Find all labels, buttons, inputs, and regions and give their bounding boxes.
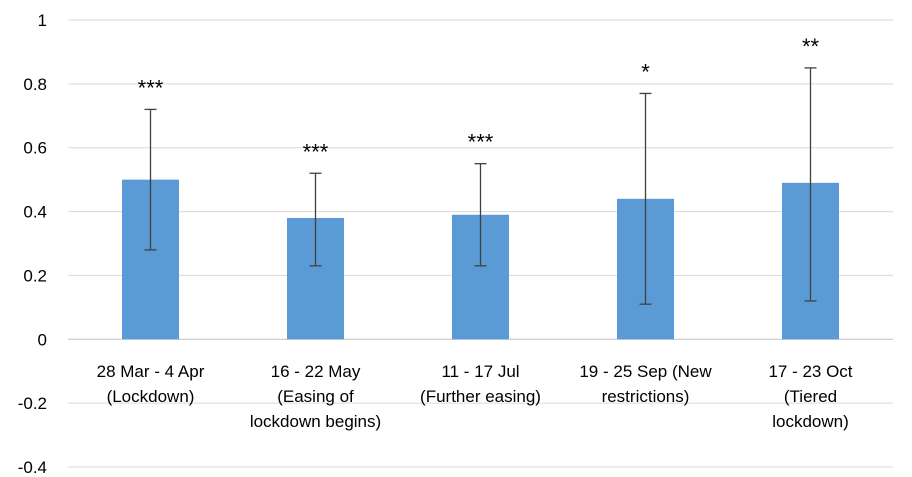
- x-category-label: lockdown begins): [250, 412, 381, 431]
- error-bars: [144, 67, 817, 305]
- x-category-label: (Easing of: [277, 387, 354, 406]
- y-tick-label: 0.2: [23, 266, 47, 285]
- x-category-label: 28 Mar - 4 Apr: [97, 362, 205, 381]
- y-tick-label: -0.4: [18, 458, 47, 477]
- x-category-label: 11 - 17 Jul: [441, 362, 519, 381]
- bars: [122, 179, 839, 340]
- x-category-label: lockdown): [772, 412, 849, 431]
- significance-markers: ****** ******: [138, 34, 820, 164]
- y-axis-ticks: 1 0.8 0.6 0.4 0.2 0 -0.2 -0.4: [18, 11, 47, 477]
- x-category-label: 19 - 25 Sep (New: [579, 362, 712, 381]
- x-category-label: (Further easing): [420, 387, 541, 406]
- y-tick-label: 0.8: [23, 75, 47, 94]
- y-tick-label: 0.6: [23, 139, 47, 158]
- y-tick-label: 1: [38, 11, 47, 30]
- significance-marker: ***: [468, 130, 494, 155]
- x-category-label: (Tiered: [784, 387, 837, 406]
- significance-marker: ***: [303, 139, 329, 164]
- x-category-label: 17 - 23 Oct: [768, 362, 852, 381]
- x-axis-categories: 28 Mar - 4 Apr (Lockdown) 16 - 22 May (Easi…: [97, 362, 853, 431]
- significance-marker: **: [802, 34, 820, 59]
- y-tick-label: 0.4: [23, 203, 47, 222]
- x-category-label: (Lockdown): [107, 387, 195, 406]
- x-category-label: 16 - 22 May: [271, 362, 361, 381]
- x-category-label: restrictions): [602, 387, 690, 406]
- significance-marker: *: [641, 59, 650, 84]
- y-tick-label: -0.2: [18, 394, 47, 413]
- significance-marker: ***: [138, 75, 164, 100]
- y-tick-label: 0: [38, 330, 47, 349]
